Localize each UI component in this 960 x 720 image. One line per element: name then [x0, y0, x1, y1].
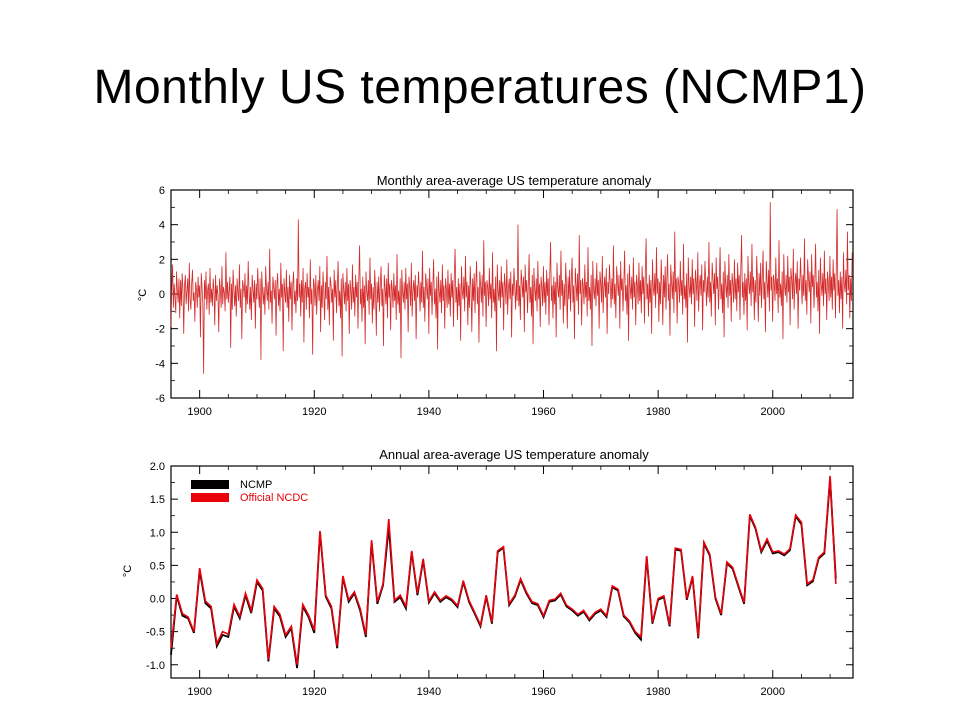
y-tick-label: 0.0 — [150, 594, 165, 606]
y-tick-label: -1.0 — [146, 660, 165, 672]
annual-anomaly-panel: Annual area-average US temperature anoma… — [122, 447, 854, 698]
annual-x-ticks: 1900 1920 1940 1960 1980 2000 — [170, 466, 831, 698]
monthly-anomaly-line — [170, 202, 853, 374]
x-tick-label: 1960 — [531, 686, 555, 698]
monthly-anomaly-panel: Monthly area-average US temperature anom… — [137, 173, 854, 418]
annual-series — [170, 475, 837, 669]
y-tick-label: 1.5 — [150, 494, 165, 506]
x-tick-label: 1960 — [531, 406, 555, 418]
x-tick-label: 1920 — [302, 686, 326, 698]
monthly-series — [170, 202, 853, 374]
y-tick-label: -2 — [155, 324, 165, 336]
slide-title: Monthly US temperatures (NCMP1) — [93, 61, 867, 114]
annual-y-axis-label: °C — [122, 565, 134, 577]
x-tick-label: 1900 — [187, 406, 211, 418]
x-tick-label: 1980 — [646, 686, 670, 698]
monthly-y-ticks: -6 -4 -2 0 2 4 6 — [155, 185, 853, 405]
x-tick-label: 1980 — [646, 406, 670, 418]
annual-plot-frame — [170, 465, 854, 679]
y-tick-label: 2 — [159, 254, 165, 266]
legend-swatch — [191, 493, 229, 502]
legend-swatch — [191, 480, 229, 489]
x-tick-label: 2000 — [761, 406, 785, 418]
x-tick-label: 1940 — [417, 406, 441, 418]
x-tick-label: 1940 — [417, 686, 441, 698]
y-tick-label: -6 — [155, 393, 165, 405]
annual-chart-title: Annual area-average US temperature anoma… — [379, 447, 649, 462]
legend-label: Official NCDC — [240, 492, 308, 504]
x-tick-label: 1920 — [302, 406, 326, 418]
y-tick-label: 0 — [159, 289, 165, 301]
y-tick-label: -4 — [155, 358, 165, 370]
x-tick-label: 1900 — [187, 686, 211, 698]
y-tick-label: 2.0 — [150, 461, 165, 473]
legend-label: NCMP — [240, 479, 272, 491]
monthly-y-axis-label: °C — [137, 289, 149, 301]
series-line-official-ncdc — [170, 475, 837, 665]
monthly-chart-title: Monthly area-average US temperature anom… — [377, 173, 652, 188]
y-tick-label: 4 — [159, 220, 165, 232]
x-tick-label: 2000 — [761, 686, 785, 698]
y-tick-label: 1.0 — [150, 527, 165, 539]
y-tick-label: 6 — [159, 185, 165, 197]
annual-y-ticks: -1.0 -0.5 0.0 0.5 1.0 1.5 2.0 — [146, 461, 853, 672]
y-tick-label: -0.5 — [146, 627, 165, 639]
monthly-x-ticks: 1900 1920 1940 1960 1980 2000 — [170, 190, 831, 418]
y-tick-label: 0.5 — [150, 560, 165, 572]
